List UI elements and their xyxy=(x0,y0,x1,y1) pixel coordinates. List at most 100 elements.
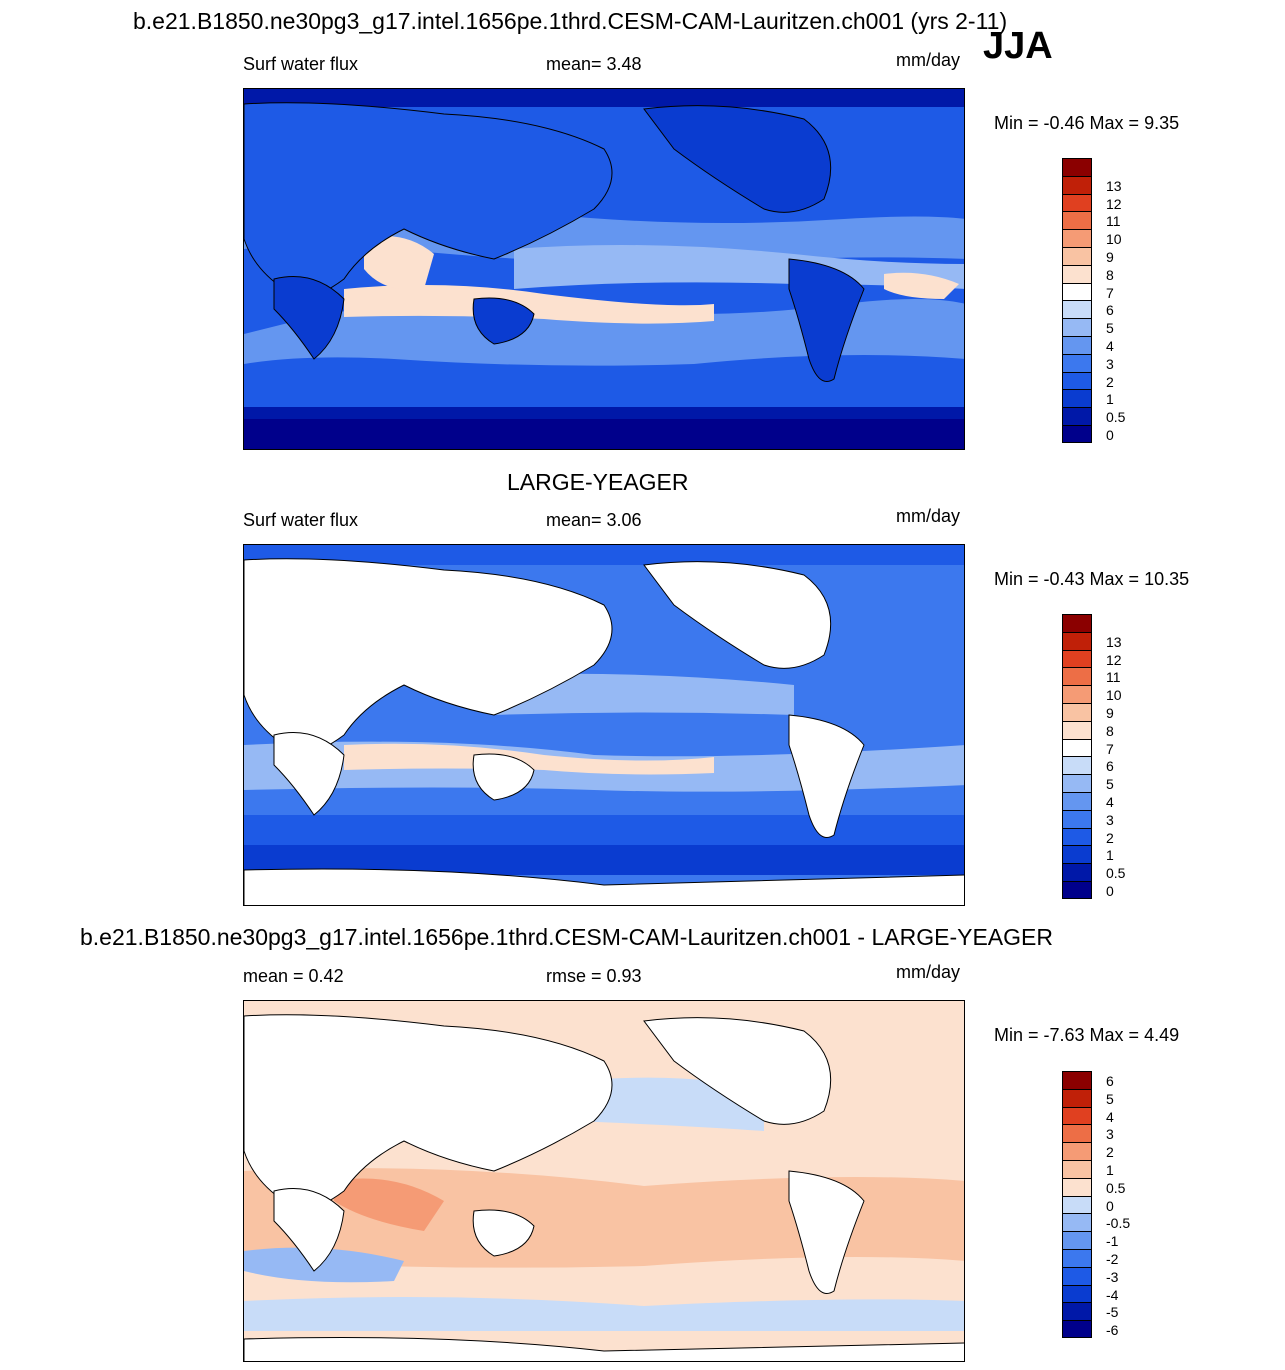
colorbar-tick-label: -5 xyxy=(1106,1304,1119,1321)
colorbar-swatch xyxy=(1062,282,1092,301)
panel-left-label: Surf water flux xyxy=(243,510,359,530)
colorbar-tick-label: 11 xyxy=(1106,669,1121,686)
colorbar-frame xyxy=(1062,1071,1092,1338)
colorbar-swatch xyxy=(1062,1302,1092,1321)
colorbar-tick-label: 9 xyxy=(1106,249,1114,265)
colorbar-swatch xyxy=(1062,720,1092,739)
panel-minmax: Min = -7.63 Max = 4.49 xyxy=(994,1025,1180,1045)
colorbar-swatch xyxy=(1062,1284,1092,1303)
colorbar-swatch xyxy=(1062,1160,1092,1178)
colorbar-swatch xyxy=(1062,247,1092,265)
colorbar-swatch xyxy=(1062,863,1092,881)
colorbar-swatch xyxy=(1062,389,1092,408)
map-obs-water-flux xyxy=(243,544,965,906)
colorbar-tick-label: 10 xyxy=(1106,687,1122,704)
colorbar-swatch xyxy=(1062,371,1092,390)
colorbar-tick-label: -3 xyxy=(1106,1268,1119,1285)
colorbar-swatch xyxy=(1062,631,1092,650)
colorbar-swatch xyxy=(1062,1106,1092,1125)
panel-title: LARGE-YEAGER xyxy=(507,469,689,495)
colorbar-tick-label: 0.5 xyxy=(1106,865,1126,882)
colorbar-tick-label: 0 xyxy=(1106,1197,1114,1214)
colorbar-tick-label: 4 xyxy=(1106,794,1114,810)
colorbar-tick-label: 3 xyxy=(1106,355,1114,372)
colorbar-swatch xyxy=(1062,175,1092,194)
colorbar-swatch xyxy=(1062,1266,1092,1285)
colorbar-tick-label: 2 xyxy=(1106,1144,1114,1161)
colorbar-tick-label: 4 xyxy=(1106,338,1114,354)
panel-minmax: Min = -0.43 Max = 10.35 xyxy=(994,569,1190,589)
colorbar-tick-label: 0.5 xyxy=(1106,1179,1126,1196)
colorbar-swatch xyxy=(1062,667,1092,686)
colorbar-tick-label: 0.5 xyxy=(1106,409,1126,426)
colorbar-tick-label: 6 xyxy=(1106,302,1114,319)
colorbar-swatch xyxy=(1062,738,1092,757)
colorbar-swatch xyxy=(1062,774,1092,792)
colorbar-frame xyxy=(1062,158,1092,443)
colorbar-frame xyxy=(1062,614,1092,899)
panel-center-label: mean= 3.48 xyxy=(546,54,642,74)
colorbar-swatch xyxy=(1062,353,1092,372)
panel-units: mm/day xyxy=(896,50,961,70)
colorbar-tick-label: -1 xyxy=(1106,1233,1119,1250)
colorbar-swatch xyxy=(1062,407,1092,425)
colorbar-tick-label: 5 xyxy=(1106,320,1114,337)
colorbar-tick-label: -6 xyxy=(1106,1322,1119,1339)
colorbar-tick-label: 4 xyxy=(1106,1108,1114,1125)
colorbar-swatch xyxy=(1062,1124,1092,1143)
panel-minmax: Min = -0.46 Max = 9.35 xyxy=(994,113,1180,133)
colorbar-swatch xyxy=(1062,1088,1092,1107)
colorbar-tick-label: 0 xyxy=(1106,883,1114,899)
season-label: JJA xyxy=(983,25,1053,67)
colorbar-tick-label: 1 xyxy=(1106,1162,1114,1178)
colorbar-tick-label: 3 xyxy=(1106,1126,1114,1143)
colorbar-swatch xyxy=(1062,685,1092,703)
colorbar-swatch xyxy=(1062,264,1092,283)
colorbar-tick-label: 2 xyxy=(1106,373,1114,390)
colorbar-swatch xyxy=(1062,1249,1092,1267)
panel-title: b.e21.B1850.ne30pg3_g17.intel.1656pe.1th… xyxy=(80,924,1053,950)
panel-units: mm/day xyxy=(896,506,961,526)
colorbar-tick-label: -0.5 xyxy=(1106,1215,1131,1232)
colorbar-swatch xyxy=(1062,425,1092,443)
colorbar-swatch xyxy=(1062,809,1092,828)
panel-center-label: mean= 3.06 xyxy=(546,510,642,530)
colorbar-swatch xyxy=(1062,1177,1092,1196)
colorbar-swatch xyxy=(1062,792,1092,810)
colorbar-tick-label: -4 xyxy=(1106,1286,1119,1303)
colorbar-tick-label: 6 xyxy=(1106,758,1114,775)
figure-title: b.e21.B1850.ne30pg3_g17.intel.1656pe.1th… xyxy=(133,8,1008,34)
colorbar-swatch xyxy=(1062,211,1092,230)
colorbar-tick-label: 0 xyxy=(1106,427,1114,443)
colorbar-swatch xyxy=(1062,300,1092,319)
colorbar-swatch xyxy=(1062,193,1092,212)
colorbar-swatch xyxy=(1062,1213,1092,1232)
panel-units: mm/day xyxy=(896,962,961,982)
colorbar-tick-label: 6 xyxy=(1106,1073,1114,1089)
colorbar-swatch xyxy=(1062,845,1092,864)
colorbar-swatch xyxy=(1062,1142,1092,1160)
colorbar-tick-label: 7 xyxy=(1106,740,1114,757)
colorbar-tick-label: 8 xyxy=(1106,722,1114,739)
colorbar-tick-label: 11 xyxy=(1106,213,1121,230)
colorbar-swatch xyxy=(1062,318,1092,336)
colorbar-swatch xyxy=(1062,336,1092,354)
colorbar-swatch xyxy=(1062,1320,1092,1338)
colorbar-tick-label: 13 xyxy=(1106,177,1122,194)
colorbar-swatch xyxy=(1062,649,1092,668)
colorbar-tick-label: 12 xyxy=(1106,651,1122,668)
colorbar-tick-label: 5 xyxy=(1106,1090,1114,1107)
colorbar-tick-label: 12 xyxy=(1106,195,1122,212)
colorbar-tick-label: 1 xyxy=(1106,391,1114,408)
colorbar-swatch xyxy=(1062,229,1092,247)
colorbar-swatch xyxy=(1062,881,1092,899)
panel-center-label: rmse = 0.93 xyxy=(546,966,642,986)
panel-left-label: Surf water flux xyxy=(243,54,359,74)
colorbar-swatch xyxy=(1062,703,1092,721)
colorbar-swatch xyxy=(1062,756,1092,775)
colorbar-tick-label: 13 xyxy=(1106,633,1122,650)
map-difference-water-flux xyxy=(243,1000,965,1362)
colorbar-tick-label: 9 xyxy=(1106,705,1114,721)
map-model-water-flux xyxy=(243,88,965,450)
colorbar-swatch xyxy=(1062,1231,1092,1249)
